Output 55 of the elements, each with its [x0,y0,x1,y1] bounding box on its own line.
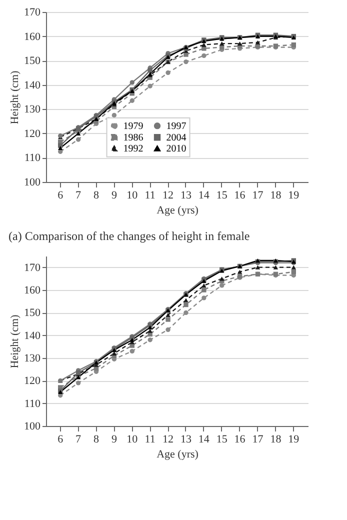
x-tick-label: 10 [126,434,138,446]
x-tick-label: 15 [216,434,228,446]
y-tick-label: 130 [24,104,41,116]
x-tick-label: 16 [234,190,246,202]
x-tick-label: 14 [198,190,210,202]
x-tick-label: 8 [93,434,100,446]
x-tick-label: 17 [252,190,264,202]
legend-label: 2010 [166,143,186,154]
y-tick-label: 170 [24,262,41,274]
y-tick-label: 160 [24,284,41,296]
legend-label: 1992 [123,143,144,154]
y-tick-label: 110 [24,152,41,164]
x-tick-label: 12 [162,434,174,446]
x-tick-label: 13 [180,434,192,446]
x-tick-label: 19 [288,190,300,202]
y-tick-label: 120 [24,128,41,140]
x-tick-label: 18 [270,190,282,202]
y-tick-label: 140 [24,330,41,342]
x-tick-label: 7 [76,434,82,446]
x-tick-label: 9 [111,434,118,446]
x-tick-label: 19 [288,434,300,446]
x-tick-label: 10 [126,190,138,202]
x-axis-title: Age (yrs) [156,448,199,460]
y-tick-label: 100 [24,176,41,188]
y-tick-label: 150 [24,307,41,320]
x-axis-title: Age (yrs) [156,204,199,216]
x-tick-label: 16 [234,434,246,446]
x-tick-label: 14 [198,434,210,446]
y-tick-label: 140 [24,79,41,92]
y-tick-label: 130 [24,352,41,364]
x-tick-label: 11 [144,190,156,202]
text: (a) Comparison of the changes of height in female [8,229,250,243]
y-tick-label: 100 [24,420,41,432]
x-tick-label: 11 [144,434,156,446]
x-tick-label: 13 [180,190,192,202]
x-tick-label: 18 [270,434,282,446]
x-tick-label: 12 [162,190,174,202]
x-tick-label: 15 [216,190,228,202]
y-tick-label: 160 [24,30,41,43]
y-axis-title: Height (cm) [9,70,21,124]
y-tick-label: 120 [24,375,41,388]
y-axis-title: Height (cm) [9,314,21,368]
x-tick-label: 6 [58,190,64,202]
legend-label: 1997 [166,120,186,132]
legend-label: 2004 [166,132,186,144]
x-tick-label: 9 [111,190,118,202]
x-tick-label: 7 [76,190,82,202]
x-tick-label: 6 [58,434,64,446]
legend-label: 1986 [123,132,144,144]
y-tick-label: 150 [24,55,41,68]
x-tick-label: 8 [93,190,100,202]
legend-label: 1979 [123,120,144,132]
y-tick-label: 170 [24,6,41,18]
y-tick-label: 110 [24,398,41,410]
x-tick-label: 17 [252,434,264,446]
